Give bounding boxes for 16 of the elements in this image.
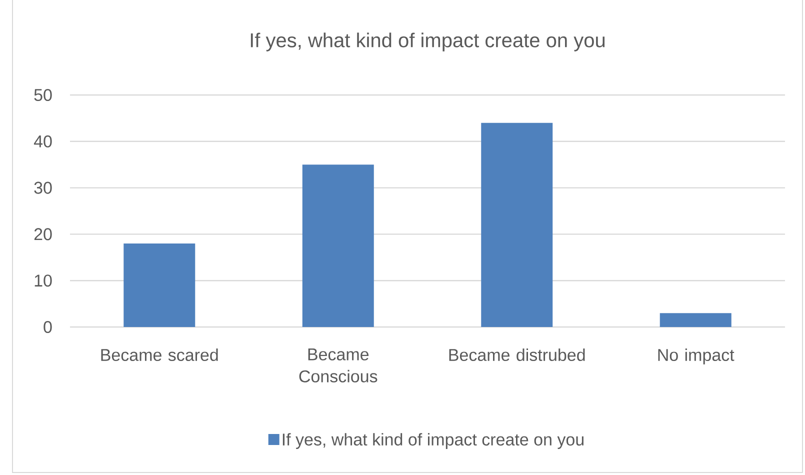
bar xyxy=(124,243,196,327)
bar xyxy=(481,122,553,327)
x-tick-label: Became distrubed xyxy=(449,348,585,362)
legend-label: If yes, what kind of impact create on you xyxy=(282,433,584,449)
y-tick-label: 20 xyxy=(34,228,52,240)
x-tick-label: Became Conscious xyxy=(299,348,378,382)
x-tick-label: No impact xyxy=(658,348,734,364)
y-tick-label: 30 xyxy=(34,182,52,194)
y-tick-label: 50 xyxy=(34,88,52,102)
bar xyxy=(660,313,732,327)
chart-title: If yes, what kind of impact create on you xyxy=(250,32,605,52)
y-tick-label: 0 xyxy=(44,320,52,334)
y-tick-label: 40 xyxy=(34,135,52,148)
bar xyxy=(302,164,374,327)
x-tick-label: Became scared xyxy=(101,348,218,362)
y-tick-label: 10 xyxy=(34,274,52,287)
